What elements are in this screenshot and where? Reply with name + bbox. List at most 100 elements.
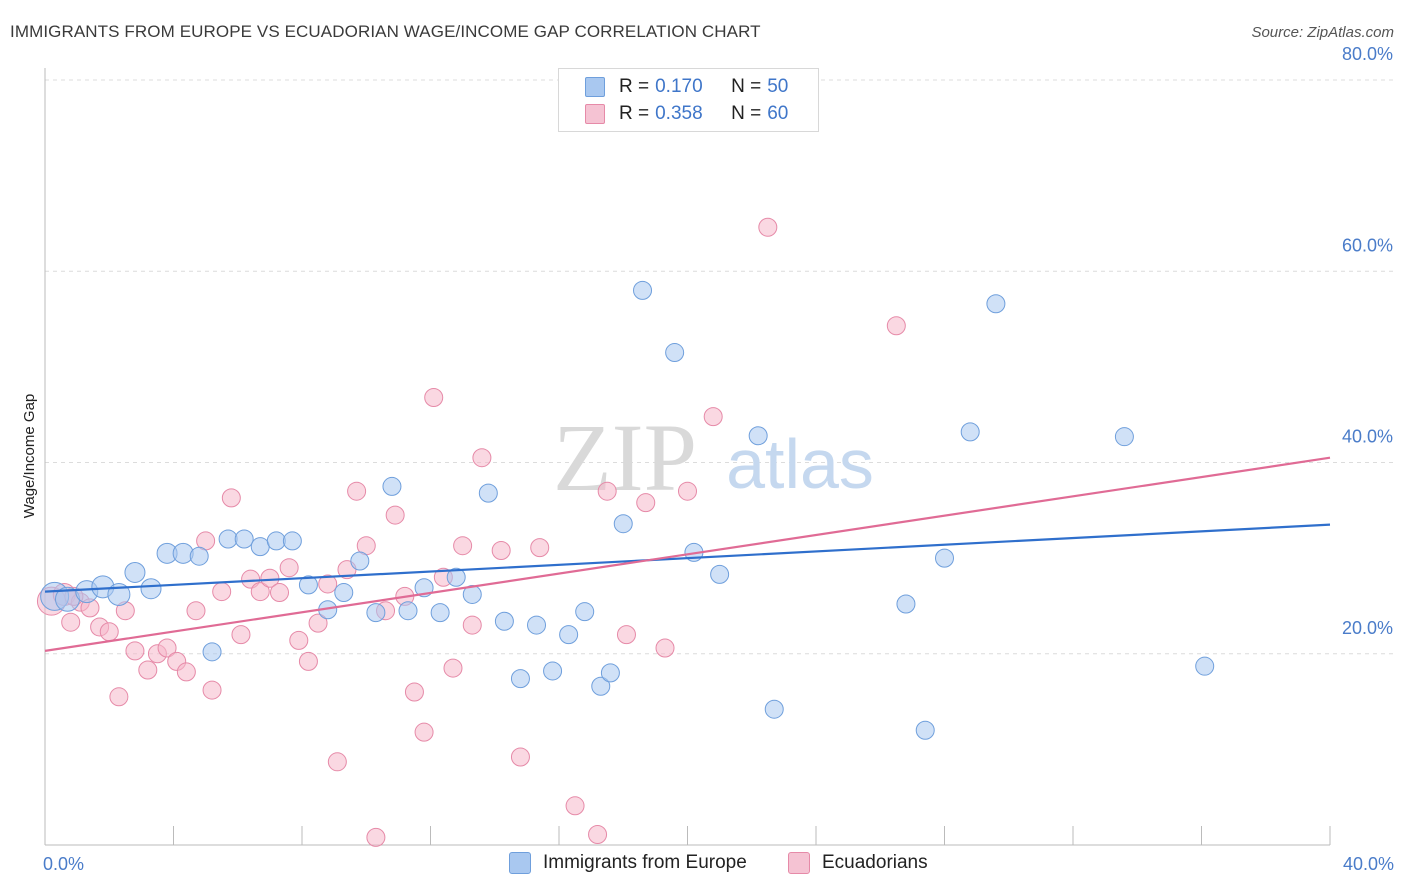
legend-swatch-blue (509, 852, 531, 874)
data-point-ecuadorians (231, 625, 251, 645)
data-point-immigrants-from-europe (510, 669, 530, 689)
data-point-ecuadorians (308, 613, 328, 633)
data-point-immigrants-from-europe (591, 676, 611, 696)
data-point-ecuadorians (347, 481, 367, 501)
data-point-ecuadorians (443, 658, 463, 678)
data-point-immigrants-from-europe (494, 611, 514, 631)
data-point-ecuadorians (138, 660, 158, 680)
data-point-ecuadorians (366, 827, 386, 847)
data-point-ecuadorians (588, 824, 608, 844)
legend-item-immigrants-from-europe[interactable]: Immigrants from Europe (509, 852, 747, 874)
data-point-ecuadorians (886, 316, 906, 336)
legend-row-blue: R = 0.170 N = 50 (585, 74, 789, 100)
data-point-immigrants-from-europe (665, 343, 685, 363)
data-point-immigrants-from-europe (266, 531, 286, 551)
data-point-ecuadorians (758, 217, 778, 237)
data-point-ecuadorians (221, 488, 241, 508)
legend-r-label: R = (619, 76, 650, 97)
data-point-ecuadorians (109, 687, 129, 707)
correlation-legend: R = 0.170 N = 50 R = 0.358 N = 60 (558, 68, 819, 132)
data-point-ecuadorians (212, 582, 232, 602)
y-tick-label: 40.0% (1342, 427, 1393, 447)
data-point-ecuadorians (202, 680, 222, 700)
y-tick-label: 60.0% (1342, 235, 1393, 255)
data-point-immigrants-from-europe (430, 603, 450, 623)
data-point-ecuadorians (289, 630, 309, 650)
data-point-immigrants-from-europe (527, 615, 547, 635)
data-point-ecuadorians (530, 538, 550, 558)
data-point-ecuadorians (472, 448, 492, 468)
data-point-immigrants-from-europe (298, 575, 318, 595)
data-point-immigrants-from-europe (575, 602, 595, 622)
data-point-immigrants-from-europe (543, 661, 563, 681)
data-point-immigrants-from-europe (124, 561, 146, 583)
y-tick-label: 20.0% (1342, 618, 1393, 638)
data-point-ecuadorians (99, 622, 119, 642)
data-point-ecuadorians (636, 493, 656, 513)
data-point-immigrants-from-europe (218, 529, 238, 549)
axes (44, 68, 1331, 846)
legend-n-value: 60 (767, 103, 789, 124)
watermark-zip: ZIP (553, 404, 697, 511)
data-point-immigrants-from-europe (140, 578, 162, 600)
data-point-immigrants-from-europe (462, 584, 482, 604)
x-tick-label: 40.0% (1343, 854, 1394, 874)
legend-swatch-pink (788, 852, 810, 874)
data-point-immigrants-from-europe (350, 551, 370, 571)
legend-n-value: 50 (767, 76, 789, 97)
data-point-immigrants-from-europe (748, 426, 768, 446)
legend-r-label: R = (619, 103, 650, 124)
data-point-ecuadorians (414, 722, 434, 742)
data-point-ecuadorians (404, 682, 424, 702)
data-point-ecuadorians (176, 662, 196, 682)
data-point-immigrants-from-europe (250, 537, 270, 557)
y-axis-label: Wage/Income Gap (21, 394, 38, 519)
data-point-immigrants-from-europe (334, 583, 354, 603)
data-point-immigrants-from-europe (1114, 427, 1134, 447)
data-point-ecuadorians (279, 558, 299, 578)
legend-row-pink: R = 0.358 N = 60 (585, 101, 789, 127)
data-point-ecuadorians (157, 638, 177, 658)
data-point-immigrants-from-europe (202, 642, 222, 662)
data-point-ecuadorians (318, 574, 338, 594)
data-point-ecuadorians (327, 752, 347, 772)
trend-line-ecuadorians (44, 456, 1331, 652)
data-point-immigrants-from-europe (189, 546, 209, 566)
chart-source: Source: ZipAtlas.com (1251, 24, 1394, 41)
legend-r-value: 0.358 (655, 103, 703, 124)
data-point-immigrants-from-europe (478, 483, 498, 503)
data-point-ecuadorians (270, 583, 290, 603)
data-point-ecuadorians (510, 747, 530, 767)
tick-labels: 20.0% 40.0% 60.0% 80.0% 0.0% 40.0% (43, 44, 1394, 874)
data-point-immigrants-from-europe (896, 594, 916, 614)
data-point-immigrants-from-europe (633, 280, 653, 300)
data-point-ecuadorians (250, 582, 270, 602)
data-point-ecuadorians (462, 615, 482, 635)
data-point-immigrants-from-europe (764, 699, 784, 719)
data-point-ecuadorians (616, 625, 636, 645)
data-point-ecuadorians (260, 568, 280, 588)
data-point-immigrants-from-europe (600, 663, 620, 683)
data-point-immigrants-from-europe (710, 564, 730, 584)
data-point-immigrants-from-europe (172, 542, 194, 564)
data-point-ecuadorians (385, 505, 405, 525)
data-point-ecuadorians (678, 481, 697, 501)
legend-series-label: Ecuadorians (822, 852, 928, 873)
data-point-immigrants-from-europe (915, 720, 935, 740)
data-point-immigrants-from-europe (398, 601, 418, 621)
legend-n-label: N = (731, 76, 762, 97)
x-tick-label: 0.0% (43, 854, 84, 874)
legend-r-value: 0.170 (655, 76, 703, 97)
legend-item-ecuadorians[interactable]: Ecuadorians (788, 852, 928, 874)
data-point-ecuadorians (186, 601, 206, 621)
data-point-ecuadorians (655, 638, 675, 658)
data-point-immigrants-from-europe (366, 603, 386, 623)
data-point-immigrants-from-europe (613, 514, 633, 534)
series-ecuadorians-points (36, 217, 906, 847)
chart-title: IMMIGRANTS FROM EUROPE VS ECUADORIAN WAG… (10, 22, 761, 41)
data-point-immigrants-from-europe (446, 567, 466, 587)
data-point-ecuadorians (125, 641, 145, 661)
data-point-ecuadorians (424, 387, 444, 407)
trend-lines (44, 456, 1331, 652)
